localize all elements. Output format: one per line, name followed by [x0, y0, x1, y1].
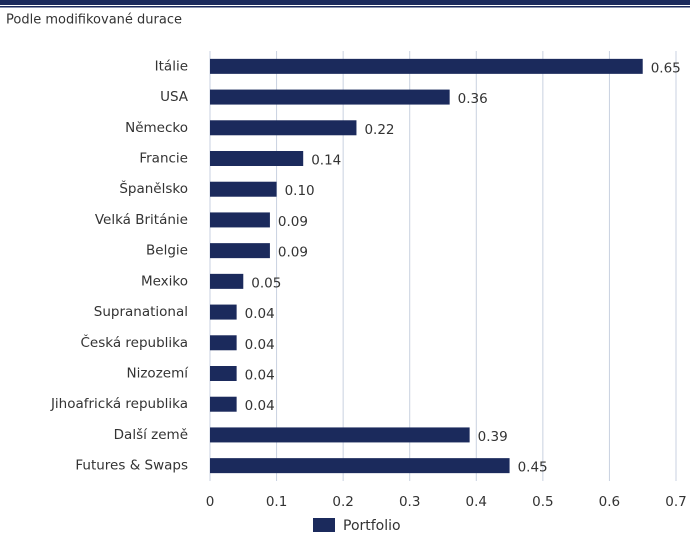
x-tick-label: 0.4 [466, 494, 487, 510]
value-label: 0.04 [245, 306, 275, 322]
bar [210, 396, 237, 412]
value-label: 0.09 [278, 214, 308, 230]
y-tick-label: Mexiko [141, 273, 188, 289]
x-tick-label: 0.7 [665, 494, 686, 510]
y-tick-label: Jihoafrická republika [50, 396, 188, 412]
value-label: 0.04 [245, 398, 275, 414]
bar [210, 243, 270, 259]
title-strip [0, 0, 690, 5]
legend-label: Portfolio [343, 518, 401, 534]
x-tick-label: 0.1 [266, 494, 287, 510]
value-label: 0.14 [311, 153, 341, 169]
value-label: 0.39 [478, 429, 508, 445]
title-rule [0, 6, 690, 8]
chart-subtitle: Podle modifikované durace [6, 13, 182, 28]
value-label: 0.22 [364, 122, 394, 138]
y-tick-label: Česká republika [80, 333, 188, 351]
value-label: 0.45 [518, 460, 548, 476]
value-label: 0.36 [458, 91, 488, 107]
value-label: 0.05 [251, 275, 281, 291]
x-tick-label: 0.2 [332, 494, 353, 510]
y-tick-label: Španělsko [119, 179, 188, 197]
value-label: 0.04 [245, 337, 275, 353]
value-label: 0.09 [278, 245, 308, 261]
y-tick-label: Belgie [146, 243, 188, 259]
bar [210, 304, 237, 320]
y-tick-label: Německo [125, 120, 188, 136]
y-tick-label: USA [160, 89, 189, 105]
y-tick-label: Itálie [155, 58, 188, 74]
y-tick-label: Francie [139, 151, 188, 167]
value-label: 0.04 [245, 368, 275, 384]
x-tick-label: 0.5 [532, 494, 553, 510]
bar [210, 273, 244, 289]
value-label: 0.10 [285, 183, 315, 199]
bar [210, 120, 357, 136]
bar [210, 458, 510, 474]
x-tick-label: 0.6 [599, 494, 620, 510]
bar [210, 89, 450, 105]
bar [210, 151, 304, 166]
y-tick-label: Supranational [94, 304, 188, 320]
y-tick-label: Velká Británie [95, 212, 188, 228]
bar [210, 366, 237, 381]
bar [210, 181, 277, 197]
bar [210, 427, 470, 443]
y-tick-label: Další země [114, 427, 188, 443]
x-tick-label: 0.3 [399, 494, 420, 510]
legend-swatch [313, 518, 335, 532]
y-tick-label: Nizozemí [127, 366, 190, 382]
value-label: 0.65 [651, 60, 681, 76]
x-tick-label: 0 [206, 494, 215, 510]
bar [210, 335, 237, 351]
bar [210, 212, 270, 228]
y-tick-label: Futures & Swaps [75, 458, 188, 474]
bar [210, 58, 643, 74]
